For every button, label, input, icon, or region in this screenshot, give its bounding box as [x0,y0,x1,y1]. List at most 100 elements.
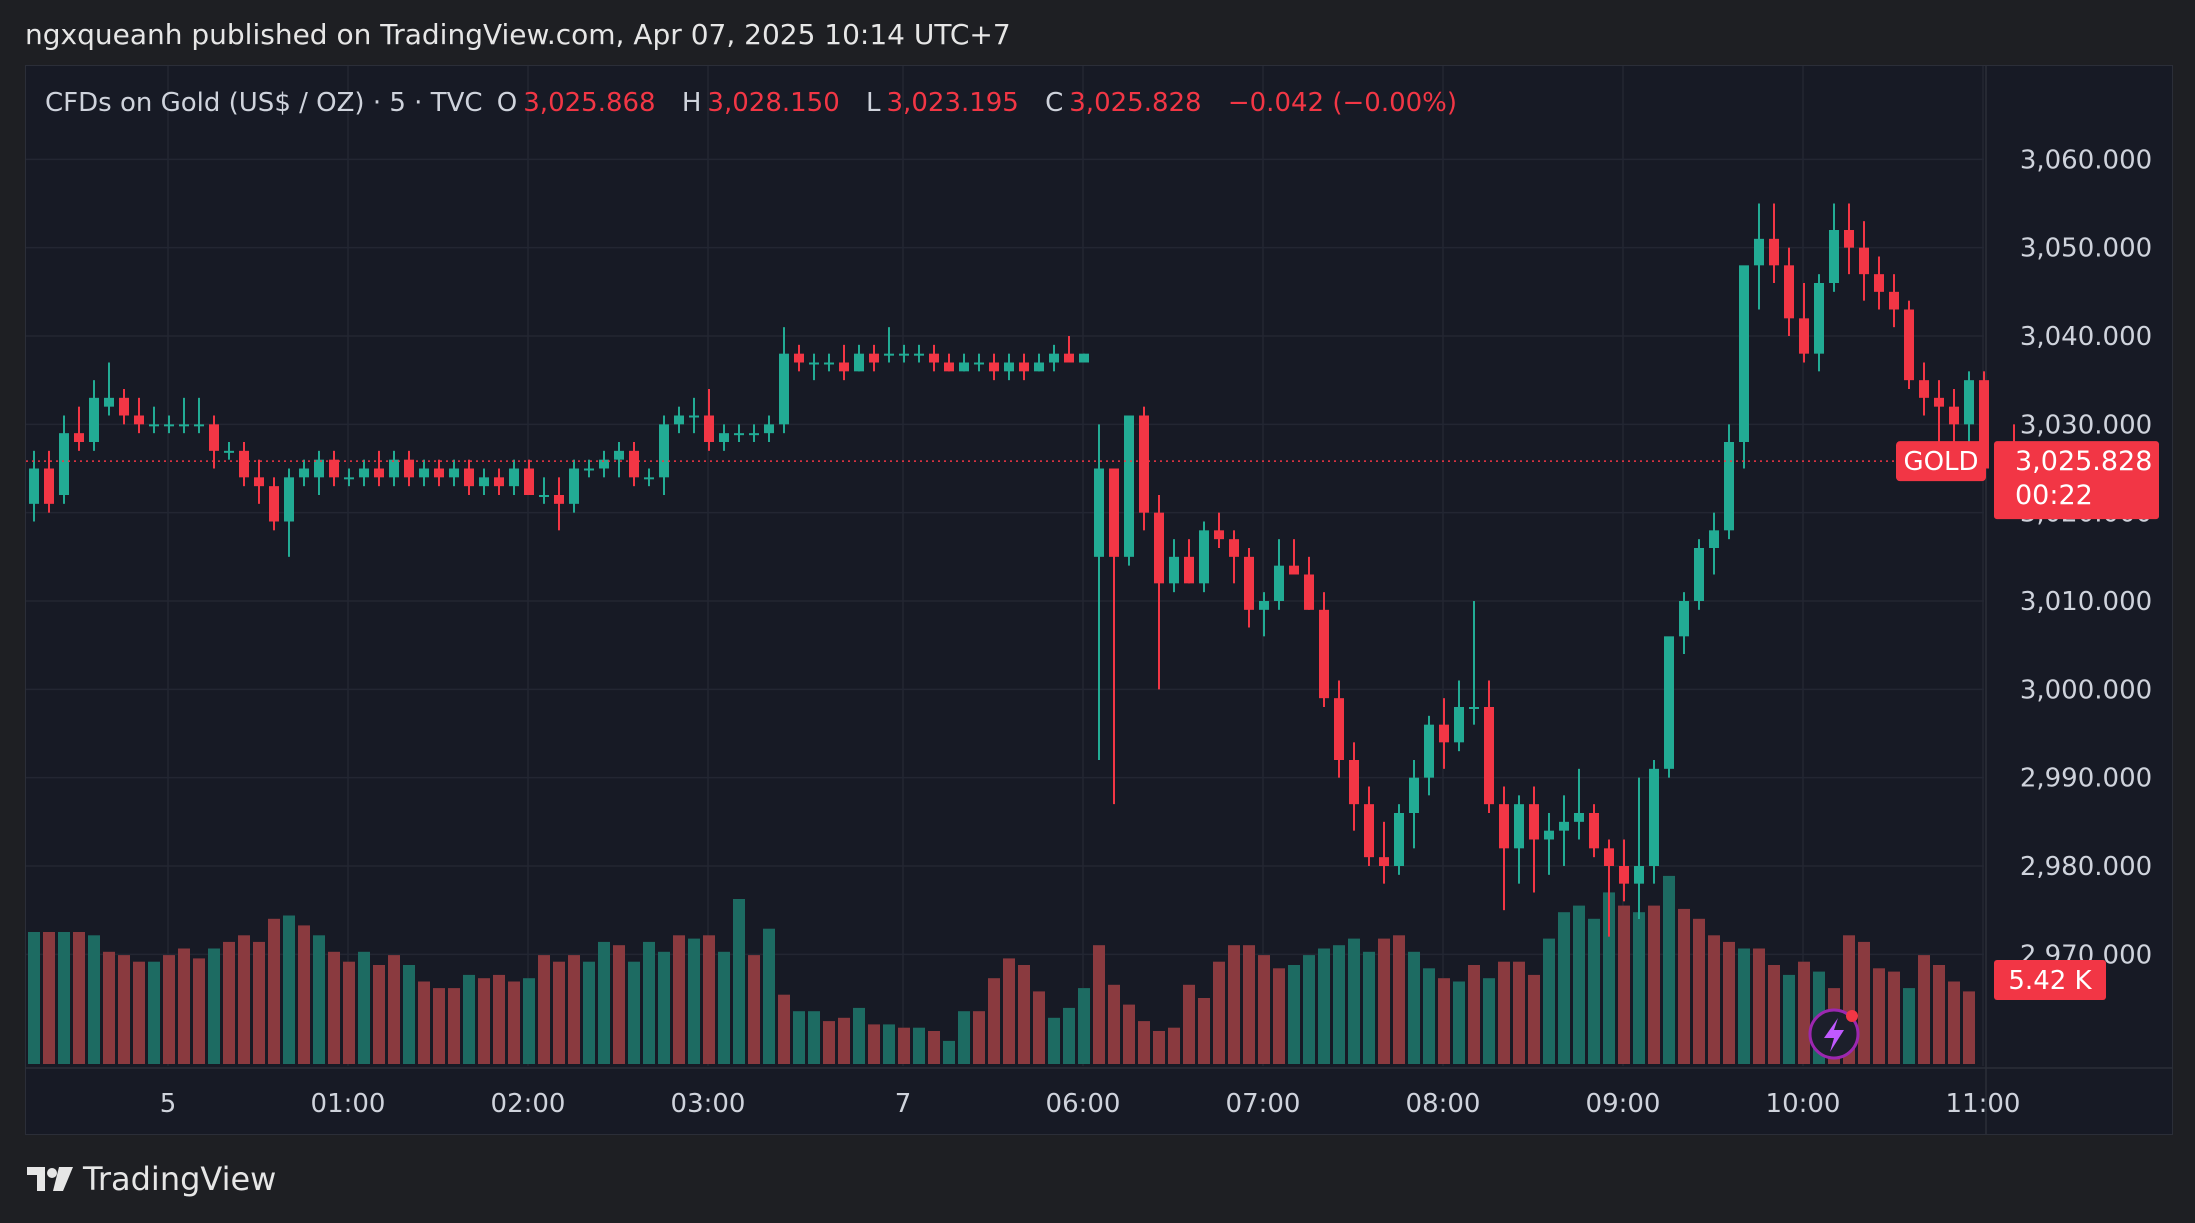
candle [1094,424,1104,760]
volume-bar [1528,974,1540,1064]
candle-body [149,424,159,427]
candle [524,459,534,495]
lightning-bolt-icon[interactable] [1808,1008,1860,1060]
candle [179,397,189,434]
symbol-label[interactable]: CFDs on Gold (US$ / OZ) · 5 · TVC [45,88,483,118]
low-label: L [866,88,881,118]
candle-body [809,362,819,365]
candle-body [1214,530,1224,540]
symbol-tag-text: GOLD [1903,447,1978,477]
volume-bar [1018,965,1030,1064]
volume-bar [1258,955,1270,1064]
candle [824,353,834,372]
volume-bar [1243,945,1255,1064]
volume-bar [478,978,490,1064]
candle-body [989,362,999,372]
candle-body [1319,609,1329,699]
candle [1244,548,1254,628]
candle-body [1334,698,1344,760]
volume-tag-text: 5.42 K [2008,966,2092,996]
volume-bar [763,928,775,1064]
candle-body [404,459,414,478]
volume-bar [1633,912,1645,1064]
candle [1859,221,1869,301]
candle [1229,530,1239,584]
candle-body [959,362,969,372]
x-tick-label: 01:00 [311,1089,386,1119]
x-tick-label: 11:00 [1946,1089,2021,1119]
candle [1589,804,1599,858]
candle [1874,256,1884,310]
candle [1004,353,1014,381]
candle [884,327,894,363]
volume-bar [958,1011,970,1064]
candle-body [1094,468,1104,557]
candle [449,459,459,487]
candle-body [674,415,684,425]
volume-bar [253,941,265,1064]
chart-panel[interactable]: 3,060.000 3,050.000 3,040.000 3,030.000 3,02… [25,65,2173,1135]
candle [269,477,279,531]
candle-body [1634,866,1644,884]
volume-bar [1228,945,1240,1064]
volume-bar [988,978,1000,1064]
candle-body [1709,530,1719,548]
candle [1499,786,1509,911]
candle-body [1814,283,1824,354]
candle [389,450,399,487]
candle [1019,353,1029,381]
candle-body [1154,512,1164,584]
candle [659,415,669,495]
candle [1889,274,1899,328]
volume-bar [1483,978,1495,1064]
candle [1139,406,1149,531]
volume-bar [148,961,160,1064]
price-chart[interactable]: 3,060.000 3,050.000 3,040.000 3,030.000 3,02… [26,66,2172,1134]
volume-bar [223,941,235,1064]
y-tick-label: 3,010.000 [2020,587,2152,617]
candle [1769,203,1779,283]
candle-body [779,353,789,425]
candle [1529,786,1539,893]
candle [584,459,594,478]
candle-body [89,397,99,442]
volume-bar [283,915,295,1064]
candle [869,344,879,372]
candle-body [1754,238,1764,266]
candle [1904,300,1914,389]
candle-body [1244,556,1254,610]
candle [1664,636,1674,778]
candle-body [644,477,654,480]
candle [89,380,99,451]
candle-body [164,424,174,427]
candle-body [689,415,699,418]
price-tag-countdown: 00:22 [2015,480,2093,511]
volume-bar [688,938,700,1064]
volume-bar [1918,955,1930,1064]
candle [224,442,234,460]
footer-brand: TradingView [83,1160,277,1198]
candle [1064,336,1074,363]
candle [29,450,39,522]
volume-bar [1798,961,1810,1064]
candle-body [1349,760,1359,805]
x-tick-label: 02:00 [491,1089,566,1119]
candle [854,344,864,372]
candle-body [869,353,879,363]
candle [1154,495,1164,690]
candle-body [704,415,714,442]
candle-body [1364,804,1374,858]
y-tick-label: 3,030.000 [2020,410,2152,440]
candle [314,450,324,495]
candle [749,424,759,442]
price-tag-value: 3,025.828 [2015,446,2152,477]
candle-body [749,433,759,436]
volume-bar [673,935,685,1064]
candle-body [344,477,354,480]
candle-body [254,477,264,487]
candle [59,415,69,504]
candle [119,389,129,425]
candle [1484,680,1494,813]
candle-body [329,459,339,478]
volume-bar [1408,951,1420,1064]
